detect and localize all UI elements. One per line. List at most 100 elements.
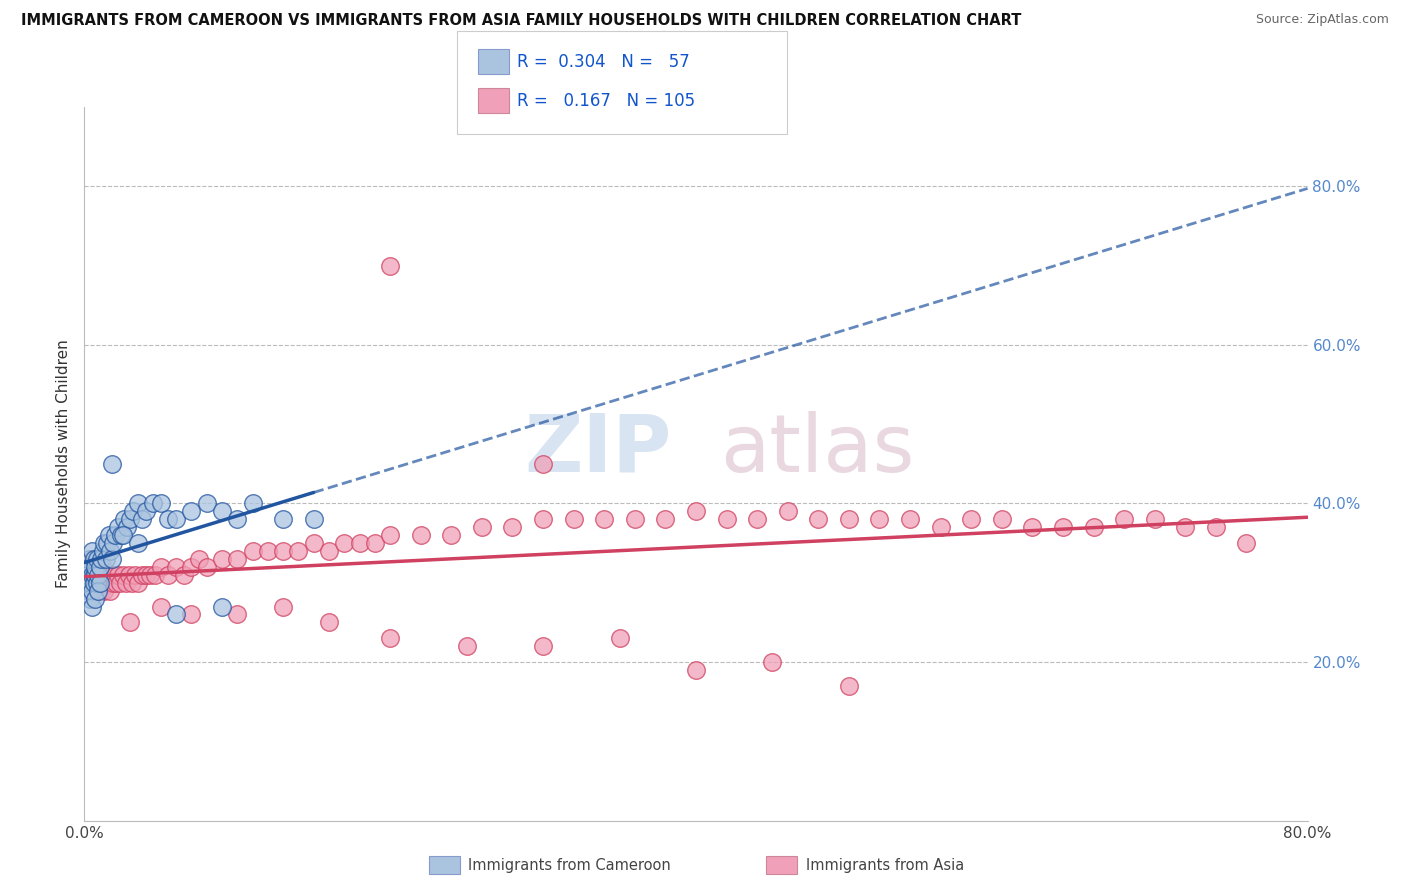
- Point: [97, 567, 120, 582]
- Point: [77, 575, 100, 590]
- Point: [776, 504, 799, 518]
- Point: [211, 599, 233, 614]
- Point: [83, 575, 105, 590]
- Point: [440, 528, 463, 542]
- Point: [114, 575, 136, 590]
- Point: [110, 528, 132, 542]
- Point: [838, 512, 860, 526]
- Point: [562, 512, 585, 526]
- Point: [107, 567, 129, 582]
- Point: [143, 567, 166, 582]
- Point: [89, 575, 111, 590]
- Point: [89, 560, 111, 574]
- Point: [1114, 512, 1136, 526]
- Point: [149, 599, 172, 614]
- Point: [131, 512, 153, 526]
- Point: [149, 496, 172, 510]
- Point: [101, 552, 124, 566]
- Point: [685, 504, 707, 518]
- Point: [83, 560, 105, 574]
- Text: R =   0.167   N = 105: R = 0.167 N = 105: [517, 92, 696, 110]
- Point: [380, 528, 402, 542]
- Point: [120, 615, 142, 630]
- Point: [93, 536, 115, 550]
- Point: [471, 520, 494, 534]
- Point: [77, 552, 100, 566]
- Point: [89, 575, 111, 590]
- Point: [531, 512, 554, 526]
- Point: [271, 512, 294, 526]
- Point: [104, 528, 127, 542]
- Point: [195, 560, 218, 574]
- Point: [242, 496, 264, 510]
- Point: [101, 567, 124, 582]
- Point: [101, 457, 124, 471]
- Point: [86, 575, 108, 590]
- Point: [80, 599, 103, 614]
- Point: [103, 575, 125, 590]
- Point: [91, 560, 114, 574]
- Point: [531, 639, 554, 653]
- Point: [118, 567, 141, 582]
- Point: [287, 544, 309, 558]
- Point: [80, 544, 103, 558]
- Point: [79, 560, 101, 574]
- Point: [127, 536, 149, 550]
- Point: [115, 520, 138, 534]
- Point: [685, 663, 707, 677]
- Point: [609, 632, 631, 646]
- Point: [157, 512, 180, 526]
- Point: [90, 552, 112, 566]
- Point: [80, 567, 103, 582]
- Point: [302, 536, 325, 550]
- Text: Source: ZipAtlas.com: Source: ZipAtlas.com: [1256, 13, 1389, 27]
- Point: [807, 512, 830, 526]
- Point: [242, 544, 264, 558]
- Point: [112, 512, 135, 526]
- Point: [89, 560, 111, 574]
- Point: [87, 583, 110, 598]
- Point: [1083, 520, 1105, 534]
- Point: [1205, 520, 1227, 534]
- Point: [135, 567, 157, 582]
- Point: [77, 583, 100, 598]
- Point: [93, 583, 115, 598]
- Point: [90, 567, 112, 582]
- Point: [79, 575, 101, 590]
- Point: [838, 679, 860, 693]
- Point: [108, 575, 131, 590]
- Point: [127, 496, 149, 510]
- Text: Immigrants from Asia: Immigrants from Asia: [806, 858, 965, 872]
- Point: [149, 560, 172, 574]
- Point: [86, 575, 108, 590]
- Point: [91, 544, 114, 558]
- Point: [165, 607, 187, 622]
- Point: [111, 567, 134, 582]
- Point: [98, 544, 121, 558]
- Point: [94, 552, 117, 566]
- Point: [98, 583, 121, 598]
- Point: [79, 591, 101, 606]
- Point: [226, 607, 249, 622]
- Point: [84, 591, 107, 606]
- Point: [898, 512, 921, 526]
- Point: [87, 567, 110, 582]
- Point: [593, 512, 616, 526]
- Point: [991, 512, 1014, 526]
- Point: [124, 567, 146, 582]
- Point: [173, 567, 195, 582]
- Point: [257, 544, 280, 558]
- Point: [80, 583, 103, 598]
- Point: [195, 496, 218, 510]
- Point: [180, 607, 202, 622]
- Point: [180, 504, 202, 518]
- Text: IMMIGRANTS FROM CAMEROON VS IMMIGRANTS FROM ASIA FAMILY HOUSEHOLDS WITH CHILDREN: IMMIGRANTS FROM CAMEROON VS IMMIGRANTS F…: [21, 13, 1022, 29]
- Point: [135, 504, 157, 518]
- Point: [869, 512, 891, 526]
- Point: [929, 520, 952, 534]
- Point: [624, 512, 647, 526]
- Point: [79, 560, 101, 574]
- Point: [104, 567, 127, 582]
- Point: [761, 655, 783, 669]
- Point: [86, 552, 108, 566]
